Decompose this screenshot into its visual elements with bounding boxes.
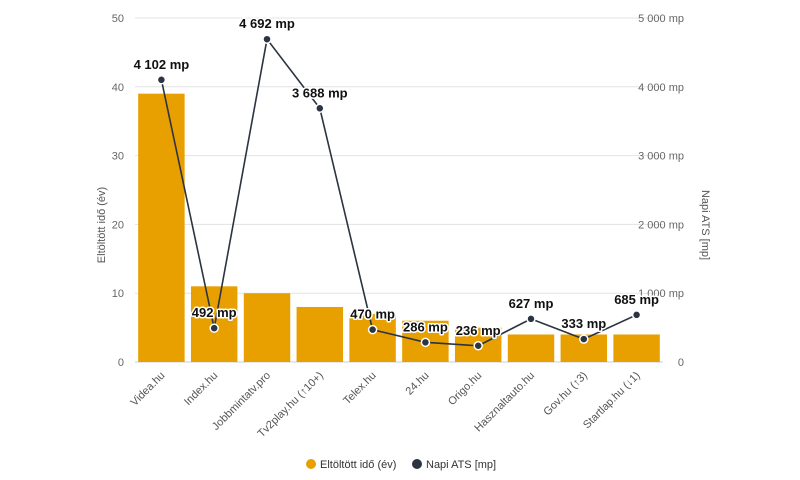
data-label: 492 mp: [192, 305, 237, 320]
line-point[interactable]: [420, 337, 431, 348]
y-right-tick-label: 1 000 mp: [638, 288, 684, 300]
y-left-ticks: 0 10 20 30 40 50: [112, 13, 124, 369]
data-labels-layer: 4 102 mp 492 mp 4 692 mp 3 688 mp 470 mp 286 …: [132, 15, 660, 340]
data-label: 333 mp: [561, 316, 606, 331]
bar[interactable]: [507, 334, 555, 362]
y-right-tick-label: 4 000 mp: [638, 82, 684, 94]
y-right-axis-title: Napi ATS [mp]: [699, 190, 711, 260]
bar[interactable]: [296, 306, 344, 362]
legend-line-marker: [412, 459, 422, 469]
data-label: 627 mp: [509, 296, 554, 311]
x-category-label: Telex.hu: [341, 370, 378, 407]
y-left-tick-label: 50: [112, 13, 124, 25]
y-left-tick-label: 30: [112, 151, 124, 163]
series-line: [160, 37, 637, 347]
bar[interactable]: [613, 334, 660, 362]
y-left-axis-title: Eltöltött idő (év): [96, 187, 108, 263]
x-category-label: Startlap.hu (↓1): [581, 370, 643, 432]
legend-item-bars[interactable]: Eltöltött idő (év): [306, 459, 396, 471]
bar[interactable]: [349, 313, 396, 362]
x-category-label: Videa.hu: [128, 370, 167, 409]
data-label: 286 mp: [403, 319, 448, 334]
x-category-label: Origo.hu: [446, 370, 484, 408]
legend[interactable]: Eltöltött idő (év) Napi ATS [mp]: [306, 459, 496, 471]
y-right-tick-label: 3 000 mp: [638, 151, 684, 163]
line-point[interactable]: [315, 103, 325, 114]
line-point[interactable]: [262, 34, 272, 44]
x-category-label: 24.hu: [404, 370, 432, 398]
data-label: 3 688 mp: [292, 85, 348, 100]
data-label: 4 102 mp: [134, 57, 190, 72]
y-right-tick-label: 0: [678, 357, 684, 369]
data-label: 4 692 mp: [239, 16, 295, 31]
bar[interactable]: [243, 293, 291, 362]
y-left-tick-label: 0: [118, 357, 124, 369]
legend-bars-label: Eltöltött idő (év): [320, 459, 396, 471]
y-left-tick-label: 40: [112, 82, 124, 94]
points-layer: [156, 34, 642, 351]
line-point[interactable]: [156, 75, 167, 85]
line-point[interactable]: [367, 324, 378, 335]
legend-item-line[interactable]: Napi ATS [mp]: [412, 459, 496, 471]
x-category-label: Gov.hu (↑3): [541, 370, 590, 419]
data-label: 470 mp: [350, 307, 395, 322]
line-point[interactable]: [631, 310, 642, 320]
y-right-ticks: 0 1 000 mp 2 000 mp 3 000 mp 4 000 mp 5 000 m…: [638, 13, 684, 369]
y-left-tick-label: 20: [112, 219, 124, 231]
data-label: 236 mp: [456, 323, 501, 338]
line-point[interactable]: [473, 341, 483, 351]
y-right-tick-label: 2 000 mp: [638, 219, 684, 231]
bar[interactable]: [138, 93, 185, 363]
line-layer: [160, 37, 637, 347]
line-point[interactable]: [526, 314, 536, 324]
y-left-tick-label: 10: [112, 288, 124, 300]
y-right-tick-label: 5 000 mp: [638, 13, 684, 25]
line-point[interactable]: [579, 334, 589, 344]
legend-bars-marker: [306, 459, 316, 469]
data-label: 685 mp: [614, 292, 659, 307]
x-category-labels: Videa.hu Index.huJobbmintatv.proTv2play.h…: [128, 370, 642, 440]
x-category-label: Index.hu: [182, 370, 220, 408]
line-point[interactable]: [209, 323, 219, 333]
legend-line-label: Napi ATS [mp]: [426, 459, 496, 471]
